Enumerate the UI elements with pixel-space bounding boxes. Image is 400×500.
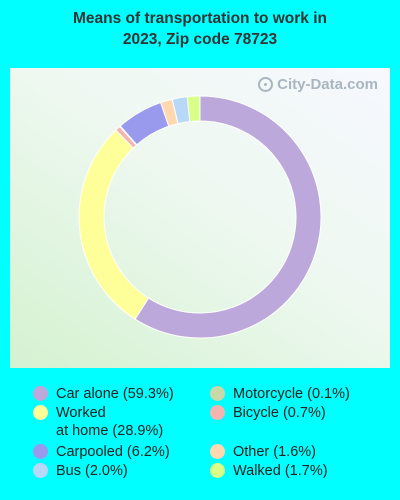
slice-walked — [186, 95, 201, 123]
slice-worked-at-home — [78, 129, 150, 320]
chart-title-line-1: Means of transportation to work in — [72, 10, 328, 27]
city-data-logo-icon — [258, 77, 274, 92]
slice-car-alone — [134, 95, 322, 339]
watermark-text: City-Data.com — [277, 76, 378, 93]
chart-title-line-2: 2023, Zip code 78723 — [122, 31, 278, 48]
watermark: City-Data.com — [258, 76, 378, 93]
chart-title: Means of transportation to work in 2023,… — [0, 8, 400, 50]
